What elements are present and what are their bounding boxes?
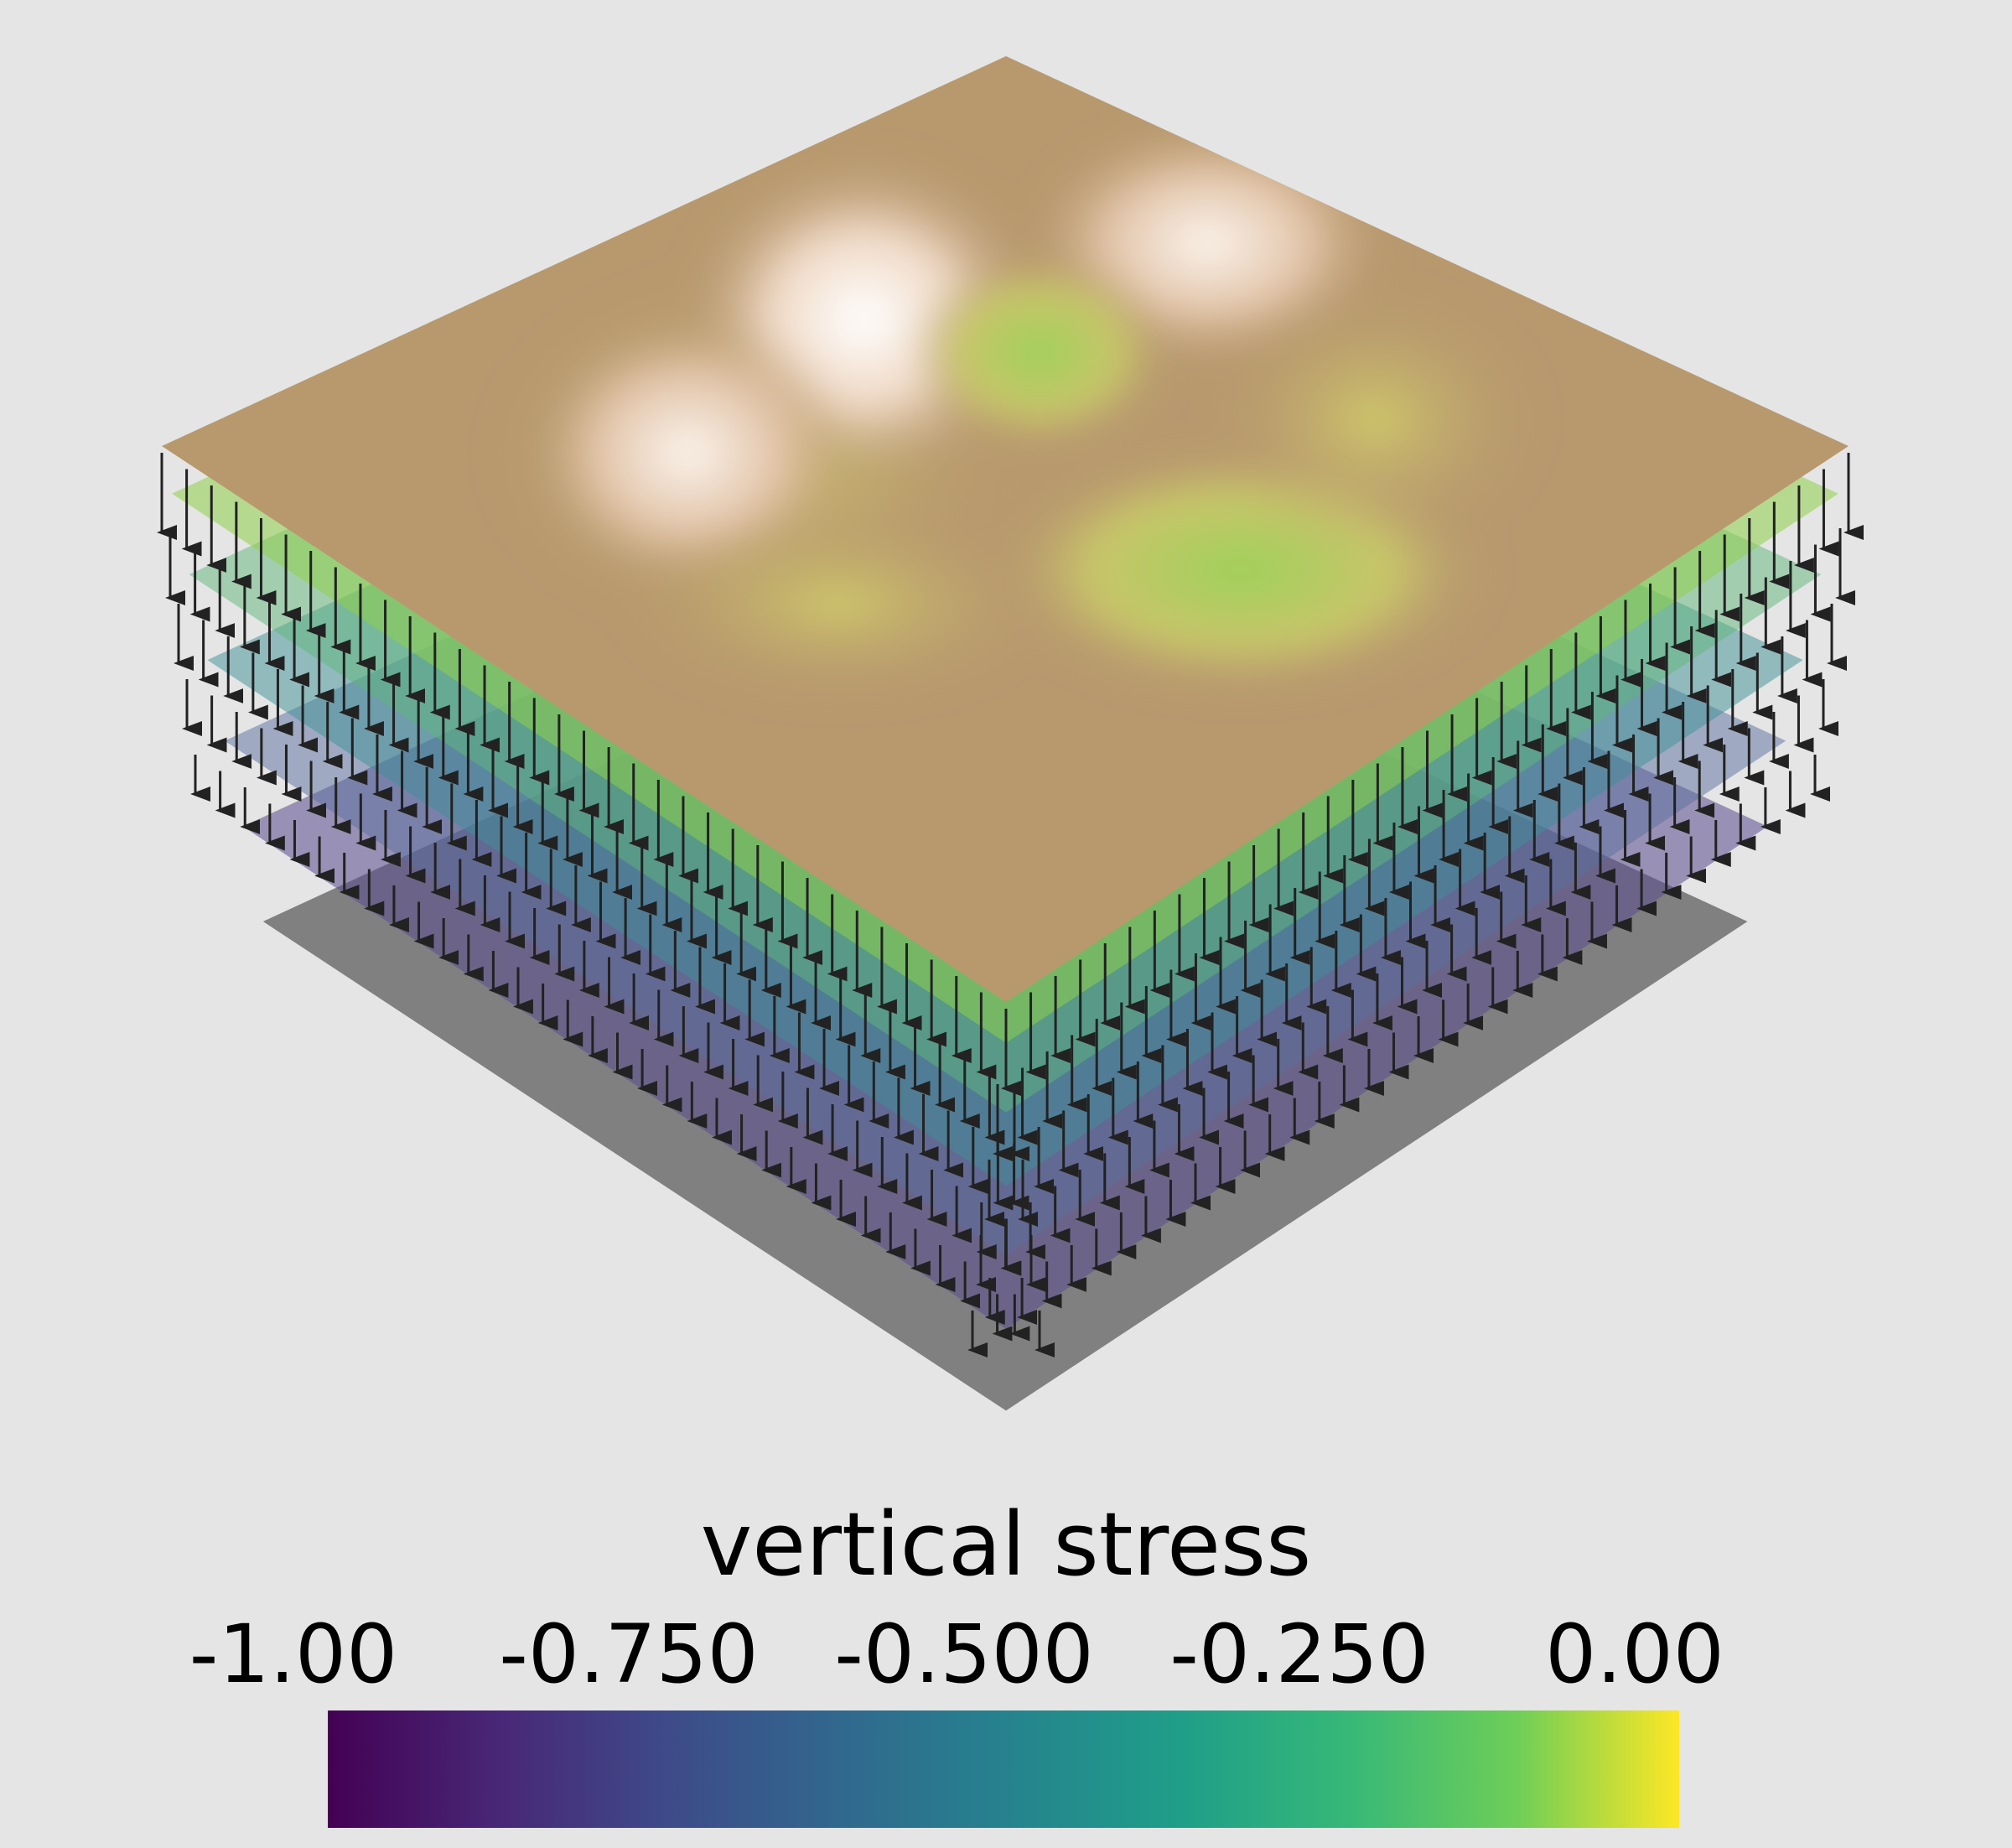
colorbar-tick-label: -0.750 xyxy=(499,1607,759,1701)
colorbar-tick-label: -0.250 xyxy=(1169,1607,1429,1701)
valley-mid xyxy=(905,252,1174,453)
colorbar-title: vertical stress xyxy=(700,1493,1312,1596)
colorbar xyxy=(328,1710,1679,1828)
hill-lower xyxy=(620,503,1056,704)
colorbar-gradient xyxy=(328,1710,1679,1828)
hill-right-far xyxy=(1207,285,1543,553)
topography-surface xyxy=(162,56,1849,1002)
stress-vectors xyxy=(157,453,1864,1357)
colorbar-tick-label: -1.00 xyxy=(189,1607,398,1701)
colorbar-tick-label: 0.00 xyxy=(1545,1607,1724,1701)
colorbar-tick-label: -0.500 xyxy=(834,1607,1094,1701)
